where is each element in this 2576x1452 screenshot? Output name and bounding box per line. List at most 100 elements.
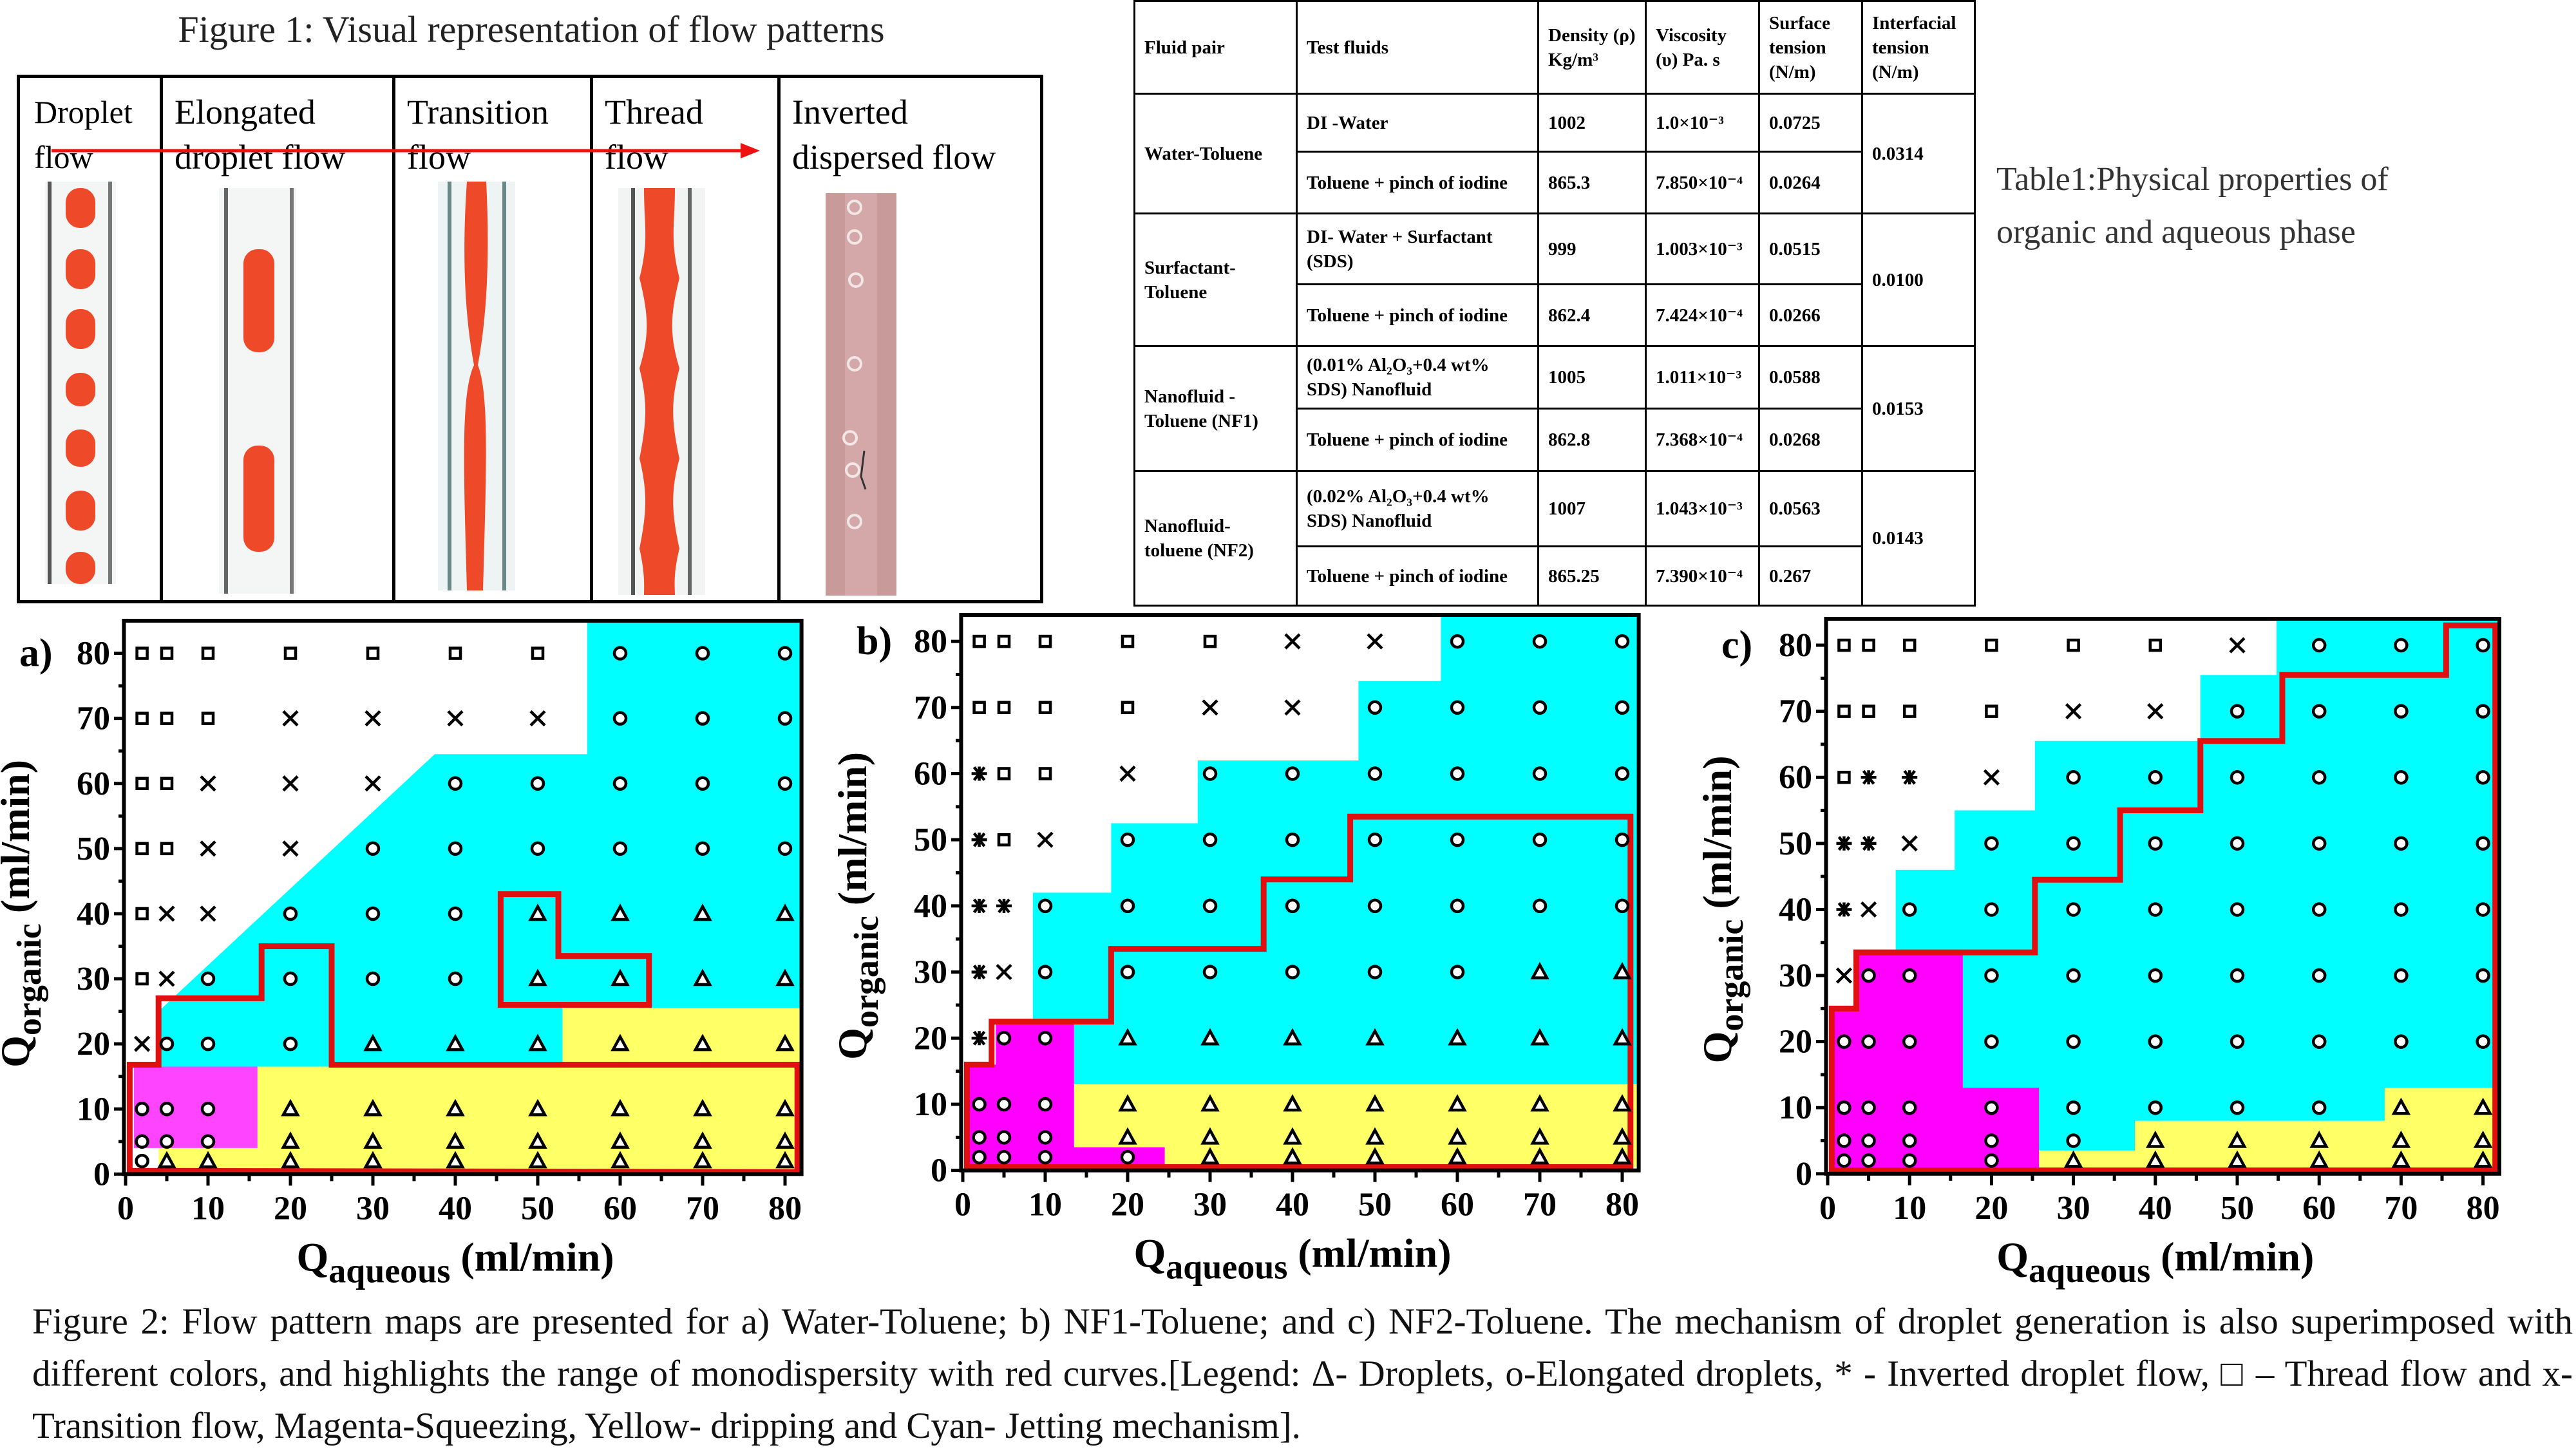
marker-transition-flow [282, 775, 299, 791]
test-fluid-cell: Toluene + pinch of iodine [1296, 283, 1539, 347]
marker-elongated-droplet [2476, 836, 2490, 851]
marker-elongated-droplet [1984, 1034, 1999, 1050]
viscosity-cell: 7.390×10⁻⁴ [1645, 545, 1760, 607]
marker-elongated-droplet [1450, 766, 1465, 782]
marker-droplet [775, 1098, 795, 1117]
marker-elongated-droplet [1450, 634, 1465, 649]
figure1-panel: Droplet flow Elongated droplet flow Tran… [17, 75, 1043, 603]
marker-inverted-droplet [1861, 769, 1877, 785]
marker-thread-flow [1862, 638, 1875, 652]
x-tick-label: 60 [603, 1190, 637, 1227]
marker-elongated-droplet [1837, 1100, 1852, 1115]
marker-droplet [1448, 1127, 1467, 1145]
marker-elongated-droplet [1120, 965, 1135, 980]
marker-elongated-droplet [2394, 902, 2409, 917]
y-tick-label: 50 [77, 830, 110, 867]
marker-transition-flow [1835, 967, 1853, 984]
table-row: Toluene + pinch of iodine 865.3 7.850×10⁻⁴… [1135, 151, 1975, 214]
marker-droplet [1448, 1147, 1467, 1165]
marker-elongated-droplet [2476, 968, 2490, 983]
flow-pattern-map-b: 0 10 20 30 40 50 60 70 80 0 10 20 30 40 50 60 70 80 b) Qaqu… [829, 613, 1641, 1287]
marker-droplet [1530, 962, 1549, 980]
marker-transition-flow [2065, 703, 2082, 720]
marker-transition-flow [1037, 831, 1054, 849]
marker-droplet [2391, 1150, 2411, 1168]
y-tick-label: 50 [914, 822, 947, 858]
marker-elongated-droplet [2148, 836, 2163, 851]
marker-elongated-droplet [1202, 766, 1218, 782]
marker-droplet [281, 1098, 300, 1117]
marker-droplet [2228, 1131, 2247, 1148]
mechanism-region-magenta [1832, 952, 2040, 1171]
table-row: Nanofluid - Toluene (NF1) (0.01% Al₂O₃+0.… [1133, 345, 1976, 472]
marker-elongated-droplet [777, 645, 793, 661]
marker-elongated-droplet [2148, 1034, 2163, 1050]
marker-elongated-droplet [1902, 1133, 1917, 1148]
marker-elongated-droplet [2066, 836, 2081, 851]
marker-elongated-droplet [2066, 1133, 2081, 1148]
marker-elongated-droplet [1037, 898, 1053, 914]
x-tick-label: 60 [2302, 1190, 2336, 1227]
flow-column-inverted: Inverted dispersed flow [781, 78, 1038, 600]
marker-elongated-droplet [612, 776, 628, 791]
marker-elongated-droplet [1615, 833, 1630, 847]
marker-thread-flow [1985, 704, 1998, 719]
marker-elongated-droplet [1367, 766, 1383, 782]
marker-elongated-droplet [2476, 770, 2490, 785]
marker-droplet [611, 1098, 630, 1117]
column-header: Density (ρ) Kg/m³ [1537, 0, 1647, 95]
mechanism-region-yellow [2039, 1088, 2500, 1171]
marker-droplet [528, 1131, 547, 1149]
x-tick-label: 50 [521, 1190, 554, 1227]
surface-tension-cell: 0.0266 [1758, 283, 1863, 347]
table-row: Toluene + pinch of iodine 862.8 7.368×10⁻⁴… [1135, 408, 1975, 472]
marker-droplet [528, 968, 547, 986]
y-tick-label: 70 [77, 700, 110, 737]
panel-label: a) [19, 631, 53, 675]
viscosity-cell: 1.011×10⁻³ [1645, 345, 1760, 410]
marker-droplet [2309, 1131, 2329, 1148]
marker-transition-flow [1119, 766, 1136, 782]
x-tick-label: 0 [954, 1187, 971, 1223]
viscosity-cell: 7.850×10⁻⁴ [1645, 151, 1760, 214]
marker-thread-flow [201, 712, 215, 725]
marker-elongated-droplet [2230, 968, 2245, 983]
x-tick-label: 70 [686, 1190, 719, 1227]
marker-thread-flow [366, 646, 380, 660]
mechanism-region-cyan [1895, 619, 2500, 1151]
marker-elongated-droplet [1120, 833, 1135, 847]
marker-elongated-droplet [1902, 1153, 1917, 1168]
marker-thread-flow [1862, 704, 1875, 719]
marker-inverted-droplet [971, 1031, 987, 1046]
marker-thread-flow [1121, 635, 1135, 648]
marker-transition-flow [996, 964, 1012, 981]
marker-thread-flow [997, 767, 1011, 781]
marker-elongated-droplet [2066, 770, 2081, 785]
x-axis-title: Qaqueous (ml/min) [296, 1234, 614, 1290]
marker-thread-flow [972, 635, 986, 648]
x-tick-label: 80 [768, 1190, 802, 1227]
marker-inverted-droplet [971, 965, 987, 980]
marker-inverted-droplet [996, 898, 1012, 914]
marker-droplet [775, 1033, 795, 1051]
marker-elongated-droplet [2148, 770, 2163, 785]
marker-thread-flow [1038, 767, 1052, 781]
marker-elongated-droplet [2230, 770, 2245, 785]
surface-tension-cell: 0.0264 [1758, 151, 1863, 214]
marker-elongated-droplet [448, 841, 463, 856]
droplet-flow-image [45, 182, 116, 584]
column-header: Test fluids [1296, 0, 1539, 95]
viscosity-cell: 7.368×10⁻⁴ [1645, 408, 1760, 472]
marker-elongated-droplet [200, 1036, 216, 1051]
marker-droplet [281, 1131, 300, 1149]
marker-elongated-droplet [2148, 968, 2163, 983]
surface-tension-cell: 0.0588 [1758, 345, 1863, 410]
density-cell: 862.8 [1537, 408, 1647, 472]
marker-droplet [446, 1033, 465, 1051]
marker-droplet [611, 1151, 630, 1169]
marker-elongated-droplet [996, 1031, 1012, 1046]
marker-thread-flow [1837, 704, 1851, 719]
marker-elongated-droplet [1367, 700, 1383, 715]
inverted-dispersed-flow-image [826, 193, 896, 596]
marker-elongated-droplet [2311, 1034, 2327, 1050]
